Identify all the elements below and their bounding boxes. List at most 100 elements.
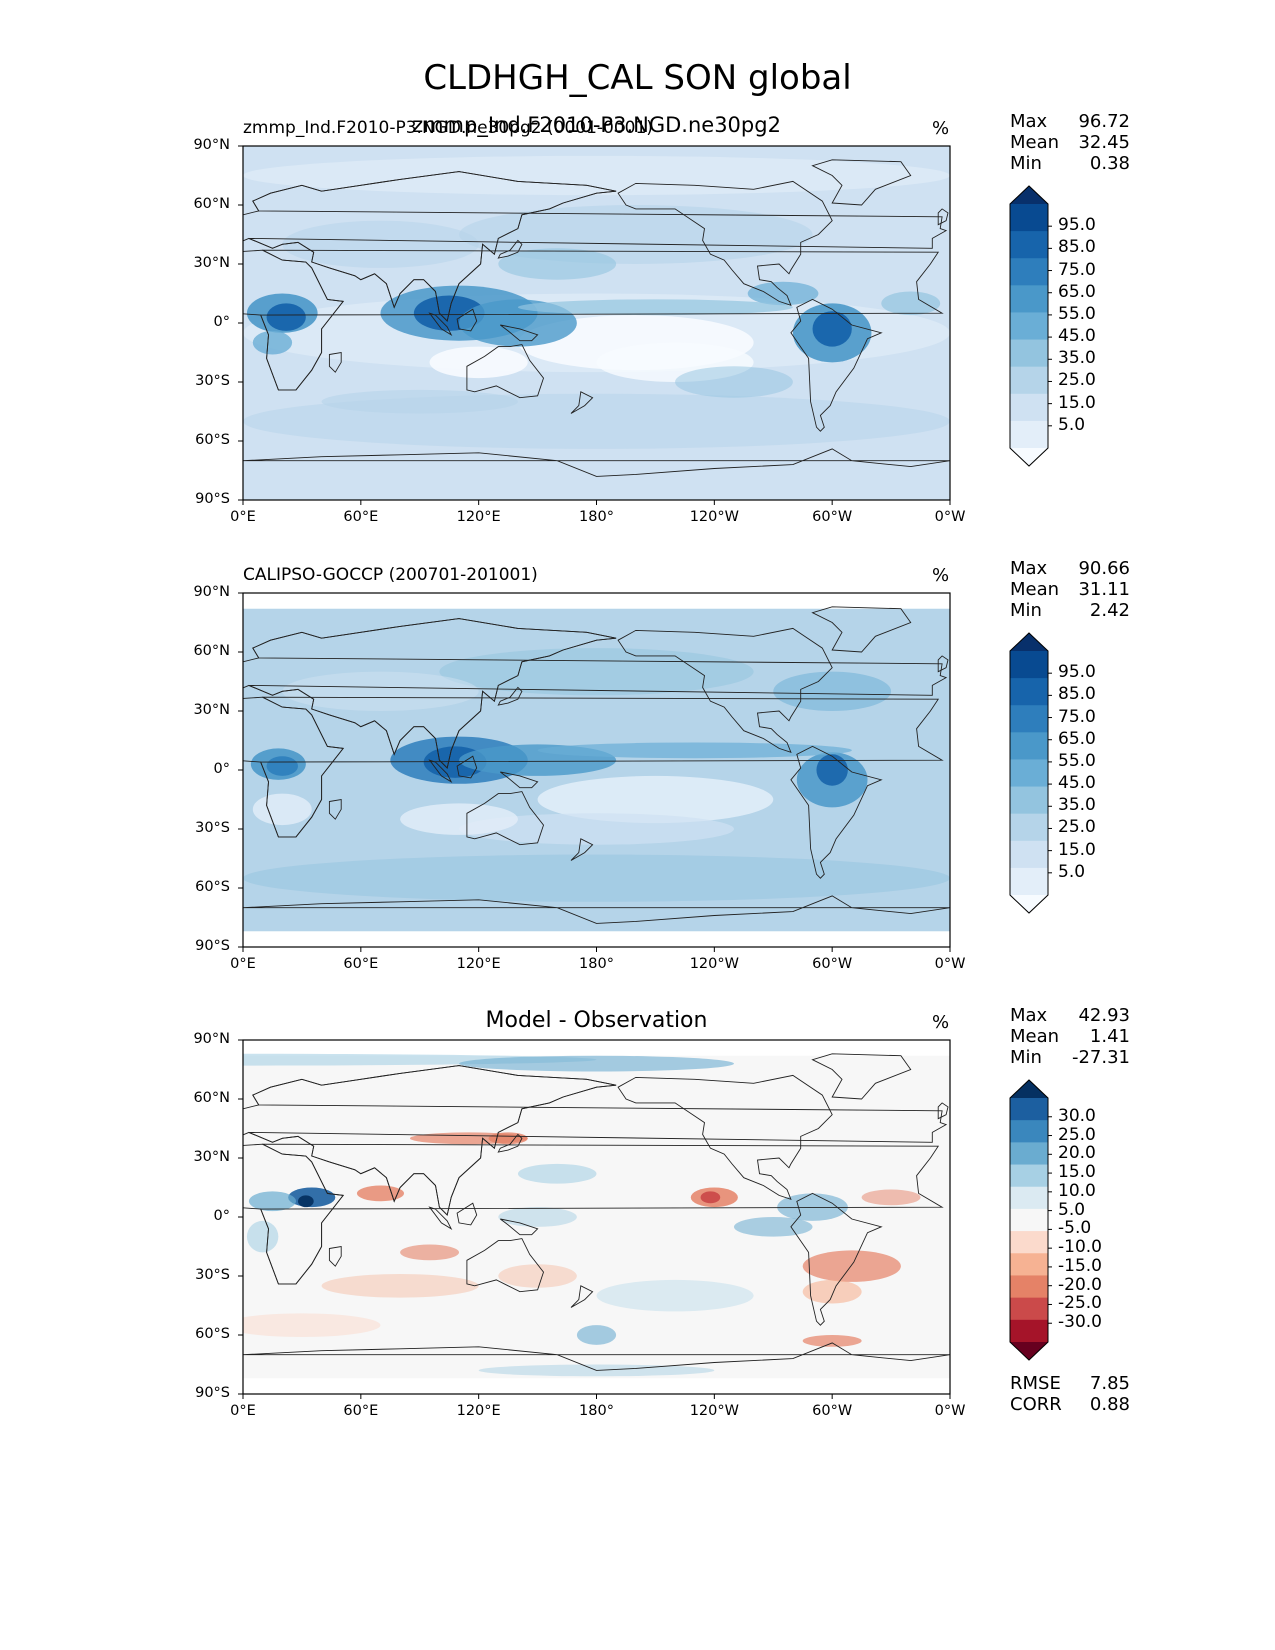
colorbar-bin xyxy=(1010,393,1048,422)
lon-tick-label: 60°E xyxy=(343,509,379,525)
stat-max-name: Max xyxy=(1010,111,1048,132)
colorbar-label: -5.0 xyxy=(1058,1218,1092,1239)
colorbar-label: 5.0 xyxy=(1058,414,1086,435)
coastline-nz xyxy=(570,1285,594,1308)
colorbar-extend-top xyxy=(1010,633,1048,651)
stat-max-name: Max xyxy=(1010,1005,1048,1026)
coastline-nz xyxy=(570,838,594,861)
lon-tick-label: 0°E xyxy=(230,956,256,972)
colorbar-label: 15.0 xyxy=(1058,1162,1096,1183)
lon-tick-label: 60°W xyxy=(812,956,853,972)
field-contour-region xyxy=(498,248,617,280)
lat-tick-label: 90°S xyxy=(195,1385,230,1401)
field-contour-region xyxy=(321,1274,479,1298)
stat-min-value: 2.42 xyxy=(1089,600,1130,621)
coastline-borneo xyxy=(456,1202,478,1226)
field-contour-region xyxy=(773,671,892,711)
coastline-madagascar xyxy=(328,351,342,373)
lat-tick-label: 90°N xyxy=(193,1031,230,1047)
colorbar-label: 75.0 xyxy=(1058,259,1096,280)
panel-label-left: CALIPSO-GOCCP (200701-201001) xyxy=(243,565,538,585)
lon-tick-label: 180° xyxy=(579,509,614,525)
lon-tick-label: 60°E xyxy=(343,956,379,972)
field-contour-region xyxy=(243,155,950,196)
field-contour-region xyxy=(802,1279,862,1304)
field-contour-region xyxy=(488,1132,528,1145)
colorbar-bin xyxy=(1010,651,1048,679)
lat-tick-label: 0° xyxy=(213,1208,230,1224)
coastline-madagascar xyxy=(328,1245,342,1267)
lat-tick-label: 60°N xyxy=(193,643,230,659)
coastline-nz xyxy=(570,391,594,414)
stat-rmse-name: RMSE xyxy=(1010,1373,1061,1394)
colorbar-label: 25.0 xyxy=(1058,817,1096,838)
colorbar-label: 85.0 xyxy=(1058,237,1096,258)
stat-mean-value: 31.11 xyxy=(1078,579,1130,600)
coastline-australia xyxy=(466,1238,545,1293)
colorbar-bin xyxy=(1010,420,1048,449)
colorbar-outline xyxy=(1009,185,1049,467)
coastline-uk xyxy=(937,655,949,673)
field-contour-region xyxy=(321,389,518,414)
lon-tick-label: 60°W xyxy=(812,1403,853,1419)
colorbar-label: 25.0 xyxy=(1058,370,1096,391)
colorbar-bin xyxy=(1010,285,1048,313)
colorbar-label: 15.0 xyxy=(1058,392,1096,413)
lon-tick-label: 120°E xyxy=(456,1403,501,1419)
colorbar-bin xyxy=(1010,759,1048,788)
lon-tick-label: 180° xyxy=(579,1403,614,1419)
colorbar-label: 35.0 xyxy=(1058,348,1096,369)
colorbar-label: -15.0 xyxy=(1058,1255,1102,1276)
field-contour-region xyxy=(400,803,518,835)
lat-tick-label: 90°S xyxy=(195,938,230,954)
field-contour-region xyxy=(733,1217,813,1237)
field-contour-region xyxy=(517,299,793,316)
field-contour-region xyxy=(596,1279,754,1312)
field-contour-region xyxy=(248,1191,297,1212)
colorbar-label: -10.0 xyxy=(1058,1237,1102,1258)
colorbar-label: -20.0 xyxy=(1058,1274,1102,1295)
lat-tick-label: 90°N xyxy=(193,137,230,153)
lon-tick-label: 120°W xyxy=(689,1403,739,1419)
lat-tick-label: 30°S xyxy=(195,820,230,836)
lat-tick-label: 30°N xyxy=(193,255,230,271)
panel-label-center: zmmp_Ind.F2010-P3.NGD.ne30pg2 xyxy=(412,113,781,137)
coastline-eurasia-wrap xyxy=(243,171,617,322)
stat-corr-value: 0.88 xyxy=(1089,1394,1130,1415)
field-contour-region xyxy=(282,671,479,711)
colorbar-bin xyxy=(1010,339,1048,368)
colorbar-bin xyxy=(1010,231,1048,259)
lon-tick-label: 120°W xyxy=(689,509,739,525)
stat-max-name: Max xyxy=(1010,558,1048,579)
coastline-japan xyxy=(497,1133,523,1153)
lon-tick-label: 0°W xyxy=(934,509,966,525)
colorbar-outline xyxy=(1009,1079,1049,1361)
field-contour-region xyxy=(517,1163,597,1184)
colorbar-bin xyxy=(1010,1231,1048,1254)
lat-tick-label: 90°S xyxy=(195,491,230,507)
stat-mean-value: 1.41 xyxy=(1089,1026,1130,1047)
lat-tick-label: 0° xyxy=(213,761,230,777)
colorbar-label: 25.0 xyxy=(1058,1124,1096,1145)
colorbar-label: 85.0 xyxy=(1058,684,1096,705)
coastline-borneo xyxy=(456,308,478,332)
coastline-uk xyxy=(937,208,949,226)
lon-tick-label: 120°E xyxy=(456,509,501,525)
lon-tick-label: 180° xyxy=(579,956,614,972)
coastline-uk xyxy=(937,1102,949,1120)
coastline-borneo xyxy=(456,755,478,779)
coastline-australia xyxy=(466,344,545,399)
colorbar-label: 45.0 xyxy=(1058,773,1096,794)
lat-tick-label: 60°S xyxy=(195,879,230,895)
colorbar-bin xyxy=(1010,1208,1048,1232)
units-label: % xyxy=(932,565,950,586)
coastline-antarctica xyxy=(243,1342,950,1371)
field-contour-region xyxy=(429,346,528,379)
stat-mean-name: Mean xyxy=(1010,579,1060,600)
stat-min-name: Min xyxy=(1010,153,1042,174)
coastline-antarctica xyxy=(243,448,950,477)
coastline-namerica xyxy=(617,1074,833,1201)
field-contour-region xyxy=(747,281,819,306)
units-label: % xyxy=(932,1012,950,1033)
